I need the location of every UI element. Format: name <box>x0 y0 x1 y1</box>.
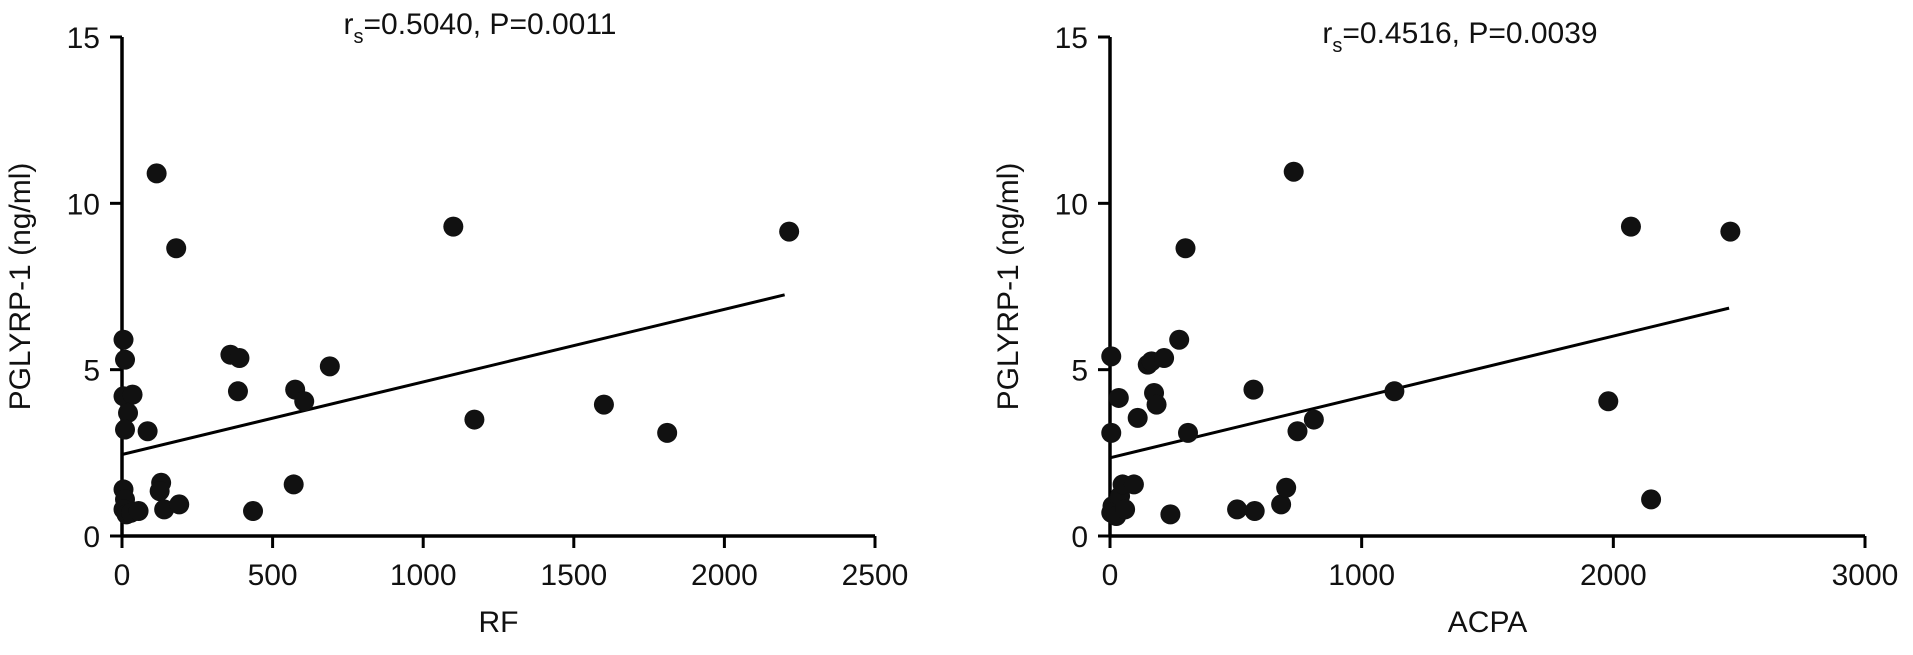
chart-2-y-tick-label: 0 <box>1071 521 1088 554</box>
chart-2-x-tick-label: 3000 <box>1832 559 1899 592</box>
chart-1-data-point <box>657 422 678 443</box>
chart-1-x-tick-label: 0 <box>114 559 131 592</box>
chart-1-x-tick-label: 1000 <box>390 559 457 592</box>
chart-1-data-point <box>319 356 340 377</box>
chart-2-data-point <box>1169 329 1190 350</box>
chart-1-data-point <box>154 499 175 520</box>
chart-2-correlation-annotation: rs=0.4516, P=0.0039 <box>1322 17 1597 57</box>
chart-1-data-point <box>146 163 167 184</box>
chart-2: 0 5 10 15 0 1000 2000 3000 ACPA PGLYRP-1 (ng/ml) r… <box>992 17 1898 639</box>
chart-1-x-tick-label: 2500 <box>842 559 909 592</box>
chart-1-data-point <box>169 494 190 515</box>
chart-1-data-point <box>122 384 143 405</box>
chart-2-data-point <box>1123 474 1144 495</box>
chart-1-x-tick-label: 500 <box>248 559 298 592</box>
chart-1-data-point <box>115 349 136 370</box>
chart-1-data-point <box>113 329 134 350</box>
chart-2-data-point <box>1384 381 1405 402</box>
chart-2-data-point <box>1115 499 1136 520</box>
chart-2-x-tick-label: 0 <box>1102 559 1119 592</box>
chart-2-data-point <box>1287 421 1308 442</box>
chart-1-data-point <box>137 421 158 442</box>
chart-1-data-point <box>149 481 170 502</box>
chart-2-data-point <box>1276 477 1297 498</box>
chart-1-x-axis-label: RF <box>479 606 519 639</box>
chart-2-data-point <box>1154 348 1175 369</box>
chart-2-regression-line <box>1109 306 1730 460</box>
chart-2-data-point <box>1175 238 1196 259</box>
chart-2-data-point <box>1178 422 1199 443</box>
chart-2-data-point <box>1243 379 1264 400</box>
chart-1-data-point <box>229 348 250 369</box>
chart-1-data-point <box>243 501 264 522</box>
chart-2-y-axis-label: PGLYRP-1 (ng/ml) <box>992 163 1025 411</box>
chart-1-data-point <box>443 216 464 237</box>
chart-2-data-point <box>1244 501 1265 522</box>
chart-2-x-axis-label: ACPA <box>1448 606 1527 639</box>
chart-2-data-point <box>1720 221 1741 242</box>
chart-2-data-point <box>1598 391 1619 412</box>
chart-2-data-point <box>1146 394 1167 415</box>
chart-1-y-tick-label: 5 <box>83 355 100 388</box>
chart-2-data-point <box>1271 494 1292 515</box>
chart-1-data-point <box>294 391 315 412</box>
chart-1-y-tick-label: 10 <box>67 188 100 221</box>
chart-2-data-point <box>1101 346 1122 367</box>
chart-1-data-point <box>128 501 149 522</box>
chart-2-data-point <box>1620 216 1641 237</box>
chart-1-correlation-annotation: rs=0.5040, P=0.0011 <box>343 8 616 48</box>
chart-1-x-tick-label: 2000 <box>691 559 758 592</box>
chart-1-data-point <box>593 394 614 415</box>
chart-1: 0 5 10 15 0 500 1000 1500 2000 2500 RF PGLYRP-1 (ng… <box>4 8 908 639</box>
chart-1-regression-line <box>121 293 785 456</box>
chart-1-data-point <box>166 238 187 259</box>
chart-2-y-tick-label: 15 <box>1055 22 1088 55</box>
chart-1-y-axis-label: PGLYRP-1 (ng/ml) <box>4 163 37 411</box>
chart-1-y-tick-label: 0 <box>83 521 100 554</box>
chart-1-data-point <box>464 409 485 430</box>
chart-1-y-tick-label: 15 <box>67 22 100 55</box>
chart-2-data-point <box>1303 409 1324 430</box>
chart-1-data-point <box>227 381 248 402</box>
chart-2-x-tick-label: 1000 <box>1328 559 1395 592</box>
chart-1-data-point <box>118 402 139 423</box>
chart-2-data-point <box>1283 161 1304 182</box>
chart-2-data-point <box>1108 387 1129 408</box>
chart-1-x-tick-label: 1500 <box>540 559 607 592</box>
chart-2-data-point <box>1127 407 1148 428</box>
chart-2-y-tick-label: 5 <box>1071 355 1088 388</box>
chart-1-data-point <box>779 221 800 242</box>
chart-2-data-point <box>1641 489 1662 510</box>
chart-1-data-point <box>115 419 136 440</box>
chart-2-data-point <box>1227 499 1248 520</box>
chart-1-data-point <box>283 474 304 495</box>
chart-2-data-point <box>1101 422 1122 443</box>
chart-2-y-tick-label: 10 <box>1055 188 1088 221</box>
chart-2-data-point <box>1160 504 1181 525</box>
chart-2-x-tick-label: 2000 <box>1580 559 1647 592</box>
